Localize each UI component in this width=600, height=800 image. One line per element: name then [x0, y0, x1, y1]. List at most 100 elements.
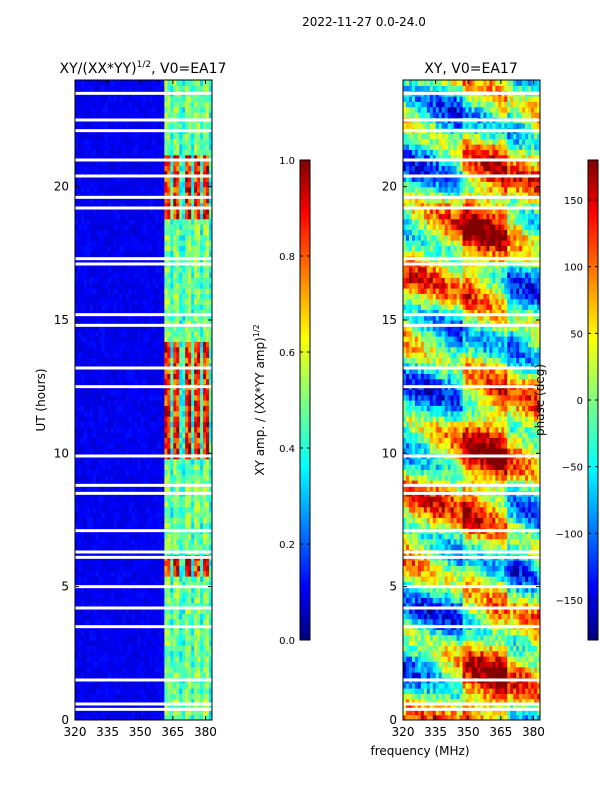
heatmap-cell [167, 352, 171, 358]
heatmap-cell [167, 560, 171, 566]
heatmap-cell [164, 208, 168, 214]
heatmap-cell [152, 560, 157, 566]
heatmap-cell [116, 192, 121, 198]
heatmap-cell [131, 165, 136, 172]
heatmap-cell [185, 378, 189, 385]
heatmap-cell [185, 368, 189, 374]
heatmap-cell [140, 138, 145, 145]
heatmap-cell [146, 608, 151, 614]
heatmap-cell [101, 448, 106, 454]
heatmap-cell [89, 176, 94, 182]
heatmap-cell [182, 213, 186, 220]
heatmap-cell [182, 197, 186, 204]
heatmap-cell [158, 272, 162, 278]
heatmap-cell [86, 714, 91, 720]
heatmap-cell [191, 709, 195, 716]
heatmap-cell [83, 640, 88, 646]
heatmap-cell [206, 192, 210, 198]
heatmap-cell [113, 437, 118, 444]
heatmap-cell [182, 421, 186, 428]
heatmap-cell [113, 304, 118, 310]
heatmap-cell [137, 474, 142, 481]
heatmap-cell [149, 645, 154, 652]
heatmap-cell [131, 480, 136, 486]
heatmap-cell [140, 234, 145, 241]
heatmap-cell [182, 234, 186, 241]
heatmap-cell [197, 224, 201, 230]
heatmap-cell [173, 197, 177, 204]
heatmap-cell [176, 240, 180, 246]
heatmap-cell [95, 176, 100, 182]
heatmap-cell [131, 309, 136, 316]
heatmap-cell [125, 506, 130, 513]
heatmap-cell [92, 368, 97, 374]
heatmap-cell [113, 480, 118, 486]
heatmap-cell [86, 224, 91, 230]
heatmap-cell [134, 202, 139, 209]
heatmap-cell [134, 437, 139, 444]
heatmap-cell [104, 240, 109, 246]
heatmap-cell [155, 634, 159, 641]
heatmap-cell [158, 309, 162, 316]
heatmap-cell [80, 410, 85, 417]
heatmap-cell [122, 656, 127, 662]
heatmap-cell [98, 314, 103, 321]
heatmap-cell [209, 213, 212, 220]
heatmap-cell [179, 336, 183, 342]
heatmap-cell [206, 544, 210, 550]
heatmap-cell [182, 240, 186, 246]
heatmap-cell [176, 416, 180, 422]
heatmap-cell [80, 176, 85, 182]
heatmap-cell [128, 682, 133, 689]
heatmap-cell [170, 240, 174, 246]
heatmap-cell [143, 336, 148, 342]
heatmap-cell [173, 346, 177, 353]
heatmap-cell [206, 522, 210, 529]
heatmap-cell [98, 277, 103, 284]
heatmap-cell [128, 597, 133, 604]
heatmap-cell [167, 410, 171, 417]
heatmap-cell [179, 250, 183, 257]
heatmap-cell [143, 362, 148, 369]
heatmap-cell [75, 192, 79, 198]
heatmap-cell [167, 533, 171, 540]
heatmap-cell [119, 229, 124, 236]
heatmap-cell [191, 597, 195, 604]
heatmap-cell [95, 522, 100, 529]
heatmap-cell [203, 496, 207, 502]
heatmap-cell [146, 613, 151, 620]
heatmap-cell [158, 186, 162, 193]
heatmap-cell [125, 581, 130, 588]
heatmap-cell [131, 240, 136, 246]
heatmap-cell [164, 229, 168, 236]
heatmap-cell [152, 538, 157, 545]
heatmap-cell [134, 405, 139, 412]
heatmap-cell [206, 458, 210, 465]
heatmap-cell [149, 522, 154, 529]
heatmap-cell [104, 330, 109, 337]
heatmap-cell [83, 693, 88, 700]
heatmap-cell [80, 693, 85, 700]
heatmap-cell [92, 405, 97, 412]
heatmap-cell [119, 320, 124, 326]
heatmap-cell [75, 704, 79, 710]
heatmap-cell [206, 362, 210, 369]
heatmap-cell [194, 389, 198, 396]
heatmap-cell [125, 448, 130, 454]
heatmap-cell [209, 416, 212, 422]
heatmap-cell [122, 224, 127, 230]
heatmap-cell [209, 304, 212, 310]
heatmap-cell [203, 501, 207, 508]
heatmap-cell [164, 640, 168, 646]
heatmap-cell [161, 538, 165, 545]
heatmap-cell [197, 181, 201, 188]
heatmap-cell [209, 202, 212, 209]
heatmap-cell [77, 186, 82, 193]
heatmap-cell [83, 373, 88, 380]
heatmap-cell [131, 650, 136, 657]
heatmap-cell [89, 570, 94, 577]
heatmap-cell [188, 149, 192, 156]
heatmap-cell [167, 512, 171, 518]
heatmap-cell [101, 416, 106, 422]
heatmap-cell [179, 608, 183, 614]
